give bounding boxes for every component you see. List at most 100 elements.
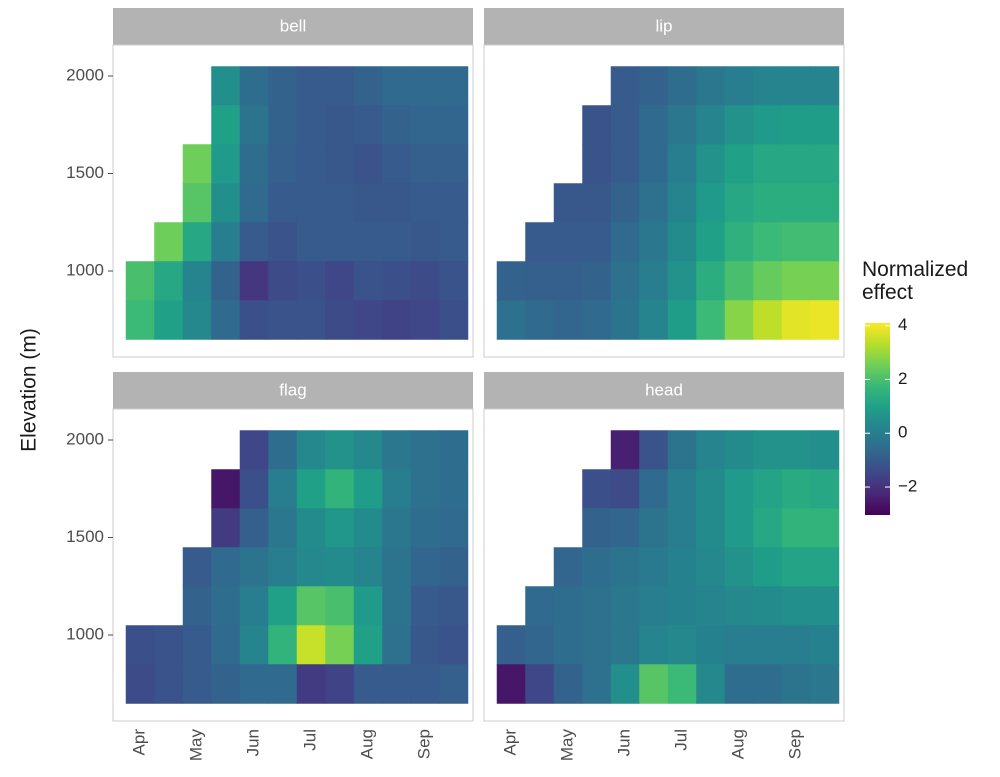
heat-cell [439, 222, 469, 262]
heat-cell [781, 547, 811, 587]
strip [113, 372, 473, 409]
heat-cell [553, 664, 583, 704]
x-tick-label: Apr [129, 729, 148, 756]
heat-cell [211, 586, 241, 626]
strip [484, 8, 844, 45]
heat-cell [268, 144, 298, 184]
heat-cell [296, 222, 326, 262]
heat-cell [353, 508, 383, 548]
heat-cell [154, 261, 184, 301]
heat-cell [353, 261, 383, 301]
heat-cell [667, 183, 697, 223]
heat-cell [410, 547, 440, 587]
colorbar-label: 0 [898, 423, 907, 442]
heat-cell [810, 66, 840, 106]
heat-cell [382, 105, 412, 145]
heat-cell [610, 144, 640, 184]
heat-cell [382, 625, 412, 665]
heat-cell [753, 222, 783, 262]
y-tick-label: 1000 [66, 260, 104, 279]
heat-cell [239, 469, 269, 509]
heat-cell [268, 547, 298, 587]
heat-cell [639, 105, 669, 145]
legend-title: Normalized effect [862, 258, 969, 305]
heat-cell [410, 469, 440, 509]
heat-cell [639, 222, 669, 262]
x-tick-label: Apr [500, 729, 519, 756]
heat-cell [639, 469, 669, 509]
heat-cell [410, 105, 440, 145]
heat-cell [353, 469, 383, 509]
heat-cell [154, 625, 184, 665]
heat-cell [753, 430, 783, 470]
heat-cell [239, 300, 269, 340]
heat-cell [325, 144, 355, 184]
heat-cell [353, 105, 383, 145]
heat-cell [439, 144, 469, 184]
heat-cell [810, 586, 840, 626]
heat-cell [582, 222, 612, 262]
heat-cell [182, 547, 212, 587]
heat-cell [553, 261, 583, 301]
heat-cell [353, 144, 383, 184]
heat-cell [781, 664, 811, 704]
heat-cell [781, 105, 811, 145]
heat-cell [724, 105, 754, 145]
heat-cell [667, 222, 697, 262]
heat-cell [325, 625, 355, 665]
heat-cell [382, 547, 412, 587]
heat-cell [724, 144, 754, 184]
heat-cell [696, 586, 726, 626]
heat-cell [639, 430, 669, 470]
heat-cell [125, 261, 155, 301]
heat-cell [639, 547, 669, 587]
heat-cell [724, 66, 754, 106]
heat-cell [182, 183, 212, 223]
heat-cell [154, 222, 184, 262]
heat-cell [582, 183, 612, 223]
heat-cell [239, 183, 269, 223]
heat-cell [239, 664, 269, 704]
heat-cell [781, 222, 811, 262]
heat-cell [182, 261, 212, 301]
strip [484, 372, 844, 409]
heat-cell [296, 664, 326, 704]
heat-cell [667, 430, 697, 470]
heat-cell [296, 105, 326, 145]
heat-cell [211, 66, 241, 106]
heat-cell [439, 664, 469, 704]
heat-cell [610, 430, 640, 470]
heat-cell [125, 625, 155, 665]
y-axis-title: Elevation (m) [18, 328, 41, 452]
heat-cell [382, 300, 412, 340]
panel-title: bell [280, 16, 306, 35]
heat-cell [781, 508, 811, 548]
heat-cell [296, 261, 326, 301]
heat-cell [325, 586, 355, 626]
heat-cell [639, 261, 669, 301]
heat-cell [211, 222, 241, 262]
heat-cell [382, 508, 412, 548]
heat-cell [753, 625, 783, 665]
heat-cell [182, 586, 212, 626]
heat-cell [211, 547, 241, 587]
heat-cell [553, 547, 583, 587]
heat-cell [696, 222, 726, 262]
heat-cell [211, 664, 241, 704]
heat-cell [439, 547, 469, 587]
heat-cell [125, 664, 155, 704]
heat-cell [439, 183, 469, 223]
heat-cell [724, 300, 754, 340]
heat-cell [268, 105, 298, 145]
heat-cell [724, 183, 754, 223]
x-tick-label: Aug [357, 729, 376, 759]
heat-cell [667, 586, 697, 626]
heat-cell [667, 664, 697, 704]
heat-cell [439, 508, 469, 548]
heat-cell [410, 586, 440, 626]
heat-cell [410, 430, 440, 470]
heat-cell [810, 625, 840, 665]
heat-cell [410, 261, 440, 301]
heat-cell [610, 508, 640, 548]
